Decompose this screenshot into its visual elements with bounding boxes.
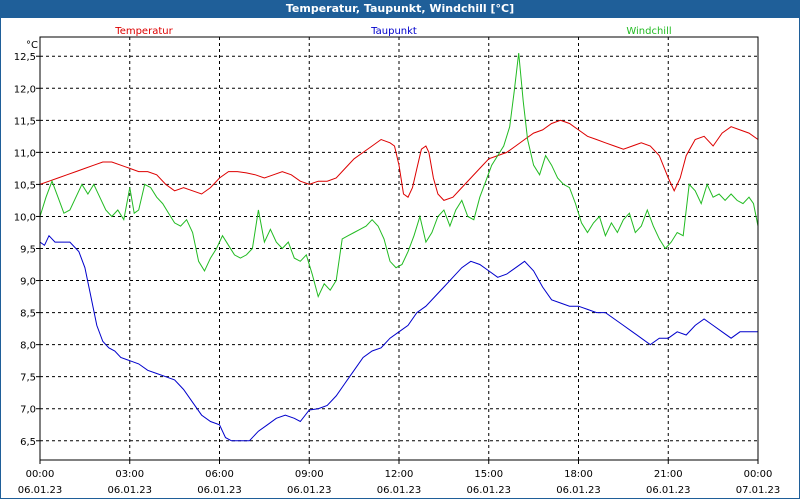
axes <box>36 36 759 464</box>
x-tick-date: 06.01.23 <box>107 485 152 496</box>
x-tick-time: 21:00 <box>654 469 683 480</box>
y-tick-label: 8,0 <box>20 341 36 352</box>
x-tick-time: 09:00 <box>295 469 324 480</box>
x-tick-time: 18:00 <box>564 469 593 480</box>
x-tick-date: 06.01.23 <box>377 485 422 496</box>
series-line-windchill <box>39 52 759 299</box>
grid-lines <box>40 37 758 460</box>
y-tick-label: 9,0 <box>20 277 36 288</box>
y-tick-label: 8,5 <box>20 309 36 320</box>
x-tick-date: 06.01.23 <box>556 485 601 496</box>
legend-temperatur: Temperatur <box>114 26 173 37</box>
chart-title: Temperatur, Taupunkt, Windchill [°C] <box>285 2 515 15</box>
legend-taupunkt: Taupunkt <box>370 26 417 37</box>
legend-windchill: Windchill <box>626 26 671 37</box>
y-tick-label: 10,5 <box>14 180 36 191</box>
x-tick-time: 00:00 <box>744 469 773 480</box>
x-tick-date: 07.01.23 <box>736 485 781 496</box>
x-tick-date: 06.01.23 <box>646 485 691 496</box>
y-tick-label: 12,5 <box>14 52 36 63</box>
y-tick-label: 7,0 <box>20 405 36 416</box>
series-line-temperatur <box>39 119 759 201</box>
y-tick-label: 11,5 <box>14 116 36 127</box>
x-tick-time: 03:00 <box>115 469 144 480</box>
legend: Temperatur Taupunkt Windchill <box>114 26 671 37</box>
plot-area-border <box>39 36 759 461</box>
y-tick-label: 7,5 <box>20 373 36 384</box>
series-lines <box>39 52 759 442</box>
y-tick-label: 6,5 <box>20 437 36 448</box>
x-tick-date: 06.01.23 <box>18 485 63 496</box>
tick-labels: 6,5 7,0 7,5 8,0 8,5 9,0 9,5 10,0 10,5 11,0 11,5 12,… <box>14 40 781 496</box>
y-tick-label: 9,5 <box>20 245 36 256</box>
series-line-taupunkt <box>39 234 758 442</box>
y-tick-label: 12,0 <box>14 84 36 95</box>
x-tick-time: 12:00 <box>385 469 414 480</box>
x-tick-date: 06.01.23 <box>287 485 332 496</box>
y-tick-label: 10,0 <box>14 212 36 223</box>
x-tick-time: 15:00 <box>474 469 503 480</box>
x-tick-time: 06:00 <box>205 469 234 480</box>
y-axis-unit: °C <box>26 40 38 51</box>
x-tick-date: 06.01.23 <box>466 485 511 496</box>
y-tick-label: 11,0 <box>14 148 36 159</box>
x-tick-time: 00:00 <box>26 469 55 480</box>
x-tick-date: 06.01.23 <box>197 485 242 496</box>
chart-title-bar: Temperatur, Taupunkt, Windchill [°C] <box>0 0 800 18</box>
